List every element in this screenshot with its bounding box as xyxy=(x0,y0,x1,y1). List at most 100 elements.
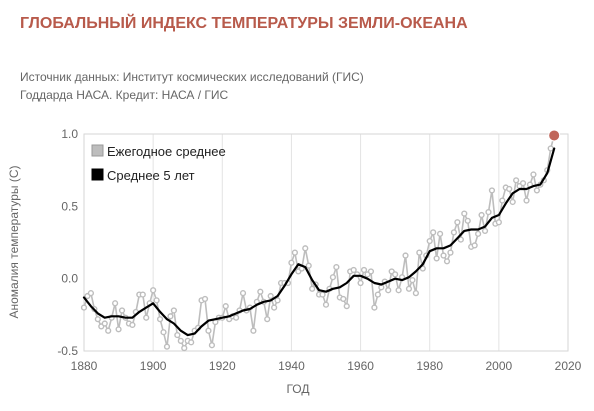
y-axis-label: Аномалия температуры (C) xyxy=(7,165,21,318)
annual-point xyxy=(416,249,423,256)
chart-title: ГЛОБАЛЬНЫЙ ИНДЕКС ТЕМПЕРАТУРЫ ЗЕМЛИ-ОКЕА… xyxy=(20,15,468,32)
annual-point xyxy=(239,290,247,297)
annual-point xyxy=(436,230,444,237)
annual-point xyxy=(443,258,451,265)
smooth-series-line xyxy=(82,147,556,337)
x-tick-label: 1940 xyxy=(278,359,305,373)
annual-point xyxy=(392,271,399,278)
annual-point xyxy=(264,316,271,323)
annual-point xyxy=(409,277,416,284)
annual-point xyxy=(426,237,433,245)
annual-point xyxy=(357,279,364,287)
annual-point xyxy=(340,295,347,303)
annual-point xyxy=(208,342,216,349)
annual-point xyxy=(94,316,101,323)
annual-point xyxy=(329,274,337,281)
annual-point xyxy=(101,320,108,327)
annual-point xyxy=(250,327,257,334)
annual-point xyxy=(419,265,426,272)
annual-point xyxy=(495,219,502,226)
tick-labels: 1880 1900 1920 1940 1960 1980 2000 2020 -0.5 0.0 0… xyxy=(57,127,581,373)
annual-point xyxy=(412,290,419,297)
annual-point xyxy=(530,171,537,178)
y-tick-label: -0.5 xyxy=(57,344,78,358)
annual-point xyxy=(475,230,482,237)
annual-point xyxy=(350,266,357,274)
annual-point xyxy=(374,291,381,298)
annual-point xyxy=(523,197,530,204)
annual-point xyxy=(150,287,157,294)
annual-point xyxy=(533,187,540,194)
legend-swatch-smooth xyxy=(91,168,104,181)
annual-point xyxy=(205,327,212,334)
annual-point xyxy=(170,307,177,314)
annual-point xyxy=(433,255,440,262)
annual-point xyxy=(405,285,413,292)
annual-point xyxy=(139,291,146,298)
annual-point xyxy=(488,187,496,194)
legend-label-annual: Ежегодное среднее xyxy=(107,144,226,159)
annual-point xyxy=(115,326,122,333)
annual-point xyxy=(129,321,136,329)
annual-point xyxy=(271,304,278,311)
annual-point xyxy=(360,266,368,274)
annual-point xyxy=(291,249,298,256)
legend-label-smooth: Среднее 5 лет xyxy=(107,168,195,183)
annual-point xyxy=(174,331,181,339)
x-tick-label: 1880 xyxy=(71,359,98,373)
annual-point xyxy=(478,211,485,219)
annual-point xyxy=(319,291,326,298)
annual-point xyxy=(156,316,164,323)
annual-point xyxy=(461,210,468,217)
annual-point xyxy=(485,209,492,216)
annual-point xyxy=(167,313,174,320)
annual-point xyxy=(402,252,409,259)
annual-point xyxy=(305,262,312,269)
annual-point xyxy=(450,229,458,236)
annual-point xyxy=(447,249,454,256)
plot-frame xyxy=(83,133,569,352)
source-line-1: Источник данных: Институт космических ис… xyxy=(20,70,364,84)
annual-point xyxy=(118,307,126,314)
annual-point xyxy=(509,198,516,206)
legend: Ежегодное среднее Среднее 5 лет xyxy=(91,144,226,183)
x-tick-label: 2020 xyxy=(555,359,582,373)
annual-point xyxy=(181,345,188,352)
annual-point xyxy=(288,259,295,266)
grid-layer xyxy=(83,134,569,351)
x-axis-label: ГОД xyxy=(286,382,309,396)
x-tick-label: 1920 xyxy=(209,359,236,373)
annual-point xyxy=(322,301,330,308)
annual-point xyxy=(378,284,385,291)
annual-point xyxy=(87,290,95,297)
annual-point xyxy=(112,300,119,307)
annual-point xyxy=(547,145,554,152)
annual-point xyxy=(267,292,274,300)
annual-point xyxy=(481,227,489,235)
annual-point xyxy=(257,288,264,295)
annual-point xyxy=(454,219,461,226)
annual-point xyxy=(385,287,392,294)
annual-point xyxy=(222,303,229,310)
highlight-layer xyxy=(548,129,561,142)
annual-point xyxy=(499,197,506,204)
annual-point xyxy=(506,185,513,193)
annual-point xyxy=(367,268,375,275)
annual-point xyxy=(274,297,281,304)
annual-point xyxy=(430,229,437,236)
annual-point xyxy=(233,314,240,321)
y-tick-label: 0.5 xyxy=(61,199,78,213)
annual-point xyxy=(201,295,209,303)
annual-point xyxy=(343,303,350,310)
smooth-series xyxy=(82,147,556,337)
y-tick-label: 0.0 xyxy=(61,272,78,286)
annual-point xyxy=(160,329,167,336)
annual-point xyxy=(457,236,464,243)
latest-value-marker xyxy=(548,129,561,142)
annual-point xyxy=(309,285,316,292)
annual-point xyxy=(105,327,112,334)
source-line-2: Годдарда НАСА. Кредит: НАСА / ГИС xyxy=(20,88,229,102)
annual-point xyxy=(471,242,478,249)
annual-point xyxy=(513,177,520,184)
data-source: Источник данных: Институт космических ис… xyxy=(20,68,580,104)
